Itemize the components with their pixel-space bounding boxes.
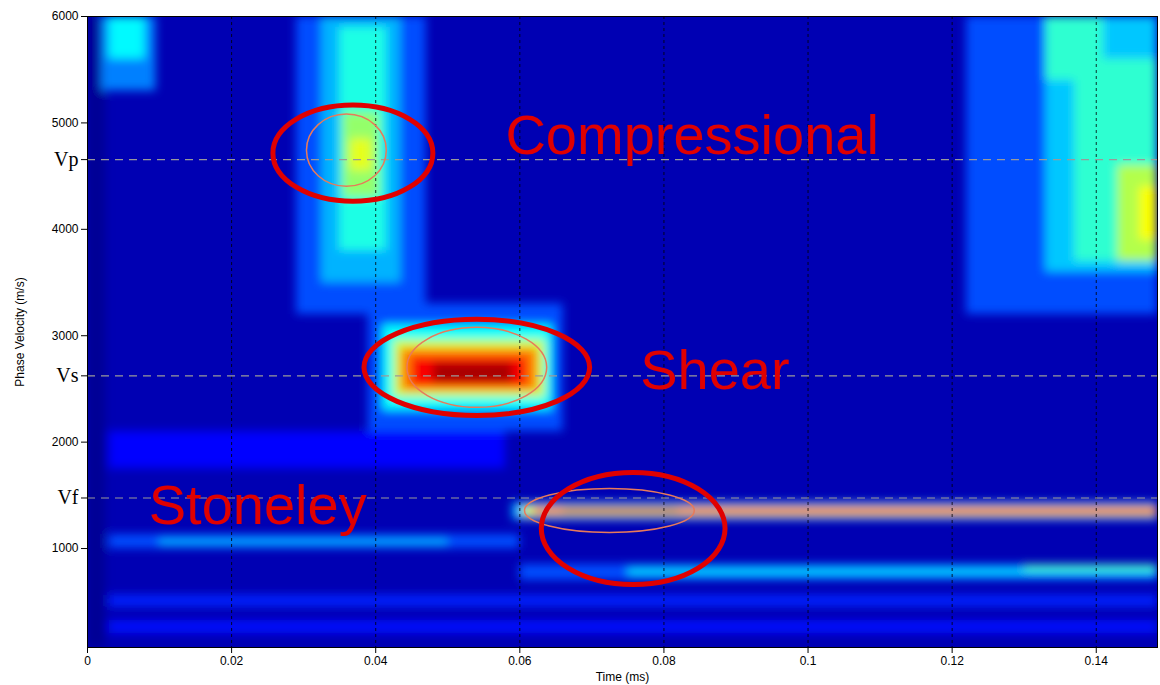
svg-text:0.08: 0.08 — [652, 654, 676, 668]
svg-text:3000: 3000 — [52, 329, 79, 343]
svg-text:0.02: 0.02 — [220, 654, 244, 668]
svg-text:0.12: 0.12 — [940, 654, 964, 668]
svg-text:5000: 5000 — [52, 116, 79, 130]
svg-text:Vf: Vf — [57, 486, 78, 508]
svg-text:0.04: 0.04 — [364, 654, 388, 668]
svg-text:6000: 6000 — [52, 9, 79, 23]
svg-text:Shear: Shear — [640, 338, 789, 401]
svg-text:Vs: Vs — [56, 364, 78, 386]
svg-text:0.1: 0.1 — [800, 654, 817, 668]
svg-text:Compressional: Compressional — [505, 103, 879, 166]
svg-text:Stoneley: Stoneley — [149, 473, 367, 536]
svg-text:4000: 4000 — [52, 222, 79, 236]
svg-text:Vp: Vp — [54, 148, 78, 171]
svg-text:2000: 2000 — [52, 435, 79, 449]
svg-text:Time (ms): Time (ms) — [596, 670, 650, 684]
svg-text:0.14: 0.14 — [1085, 654, 1109, 668]
svg-text:1000: 1000 — [52, 541, 79, 555]
svg-text:Phase Velocity (m/s): Phase Velocity (m/s) — [13, 277, 27, 386]
svg-text:0.06: 0.06 — [508, 654, 532, 668]
svg-text:0: 0 — [84, 654, 91, 668]
